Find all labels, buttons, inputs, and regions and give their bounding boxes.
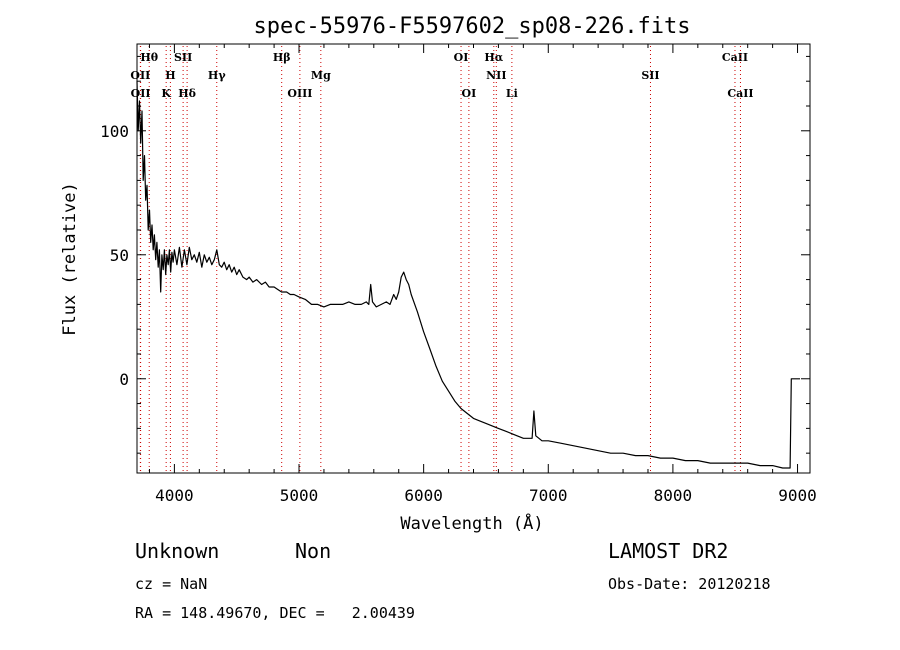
line-marker-label: OII: [131, 87, 151, 100]
line-marker-label: OI: [462, 87, 477, 100]
survey-name: LAMOST DR2: [608, 539, 729, 563]
line-marker-label: Hθ: [140, 51, 158, 64]
line-marker-label: OI: [454, 51, 469, 64]
object-class: Unknown: [135, 539, 220, 563]
redshift-value: cz = NaN: [135, 575, 208, 593]
chart-title: spec-55976-F5597602_sp08-226.fits: [253, 14, 690, 39]
x-tick-label: 8000: [654, 486, 693, 505]
x-tick-label: 9000: [778, 486, 817, 505]
x-tick-label: 7000: [529, 486, 568, 505]
line-marker-label: OII: [130, 69, 150, 82]
series-layer: [136, 81, 800, 469]
y-axis: 0 50 100: [100, 55, 810, 454]
y-tick-label: 100: [100, 122, 129, 141]
line-marker-label: CaII: [722, 51, 748, 64]
line-marker-label: SII: [174, 51, 192, 64]
line-marker-label: Mg: [311, 69, 331, 82]
x-tick-label: 6000: [404, 486, 443, 505]
line-marker-label: Li: [506, 87, 518, 100]
line-marker-label: K: [161, 87, 171, 100]
x-axis-label: Wavelength (Å): [400, 512, 543, 534]
x-axis: 4000 5000 6000 7000 8000 9000: [148, 44, 817, 505]
y-tick-label: 0: [119, 370, 129, 389]
x-tick-label: 5000: [280, 486, 319, 505]
line-marker-label: OIII: [287, 87, 312, 100]
plot-frame: [136, 43, 811, 474]
line-marker-label: Hγ: [208, 69, 226, 82]
spectrum-series-0: [136, 81, 800, 469]
y-tick-label: 50: [110, 246, 129, 265]
x-tick-label: 4000: [155, 486, 194, 505]
line-marker-label: NII: [486, 69, 506, 82]
line-marker-label: H: [165, 69, 175, 82]
coordinates: RA = 148.49670, DEC = 2.00439: [135, 604, 415, 622]
line-marker-label: Hα: [484, 51, 503, 64]
object-subclass: Non: [295, 539, 332, 563]
line-marker-label: CaII: [727, 87, 753, 100]
observation-date: Obs-Date: 20120218: [608, 575, 771, 593]
line-marker-label: Hβ: [273, 51, 291, 64]
line-marker-label: Hδ: [178, 87, 196, 100]
y-axis-label: Flux (relative): [60, 182, 80, 336]
line-marker-label: SII: [641, 69, 659, 82]
